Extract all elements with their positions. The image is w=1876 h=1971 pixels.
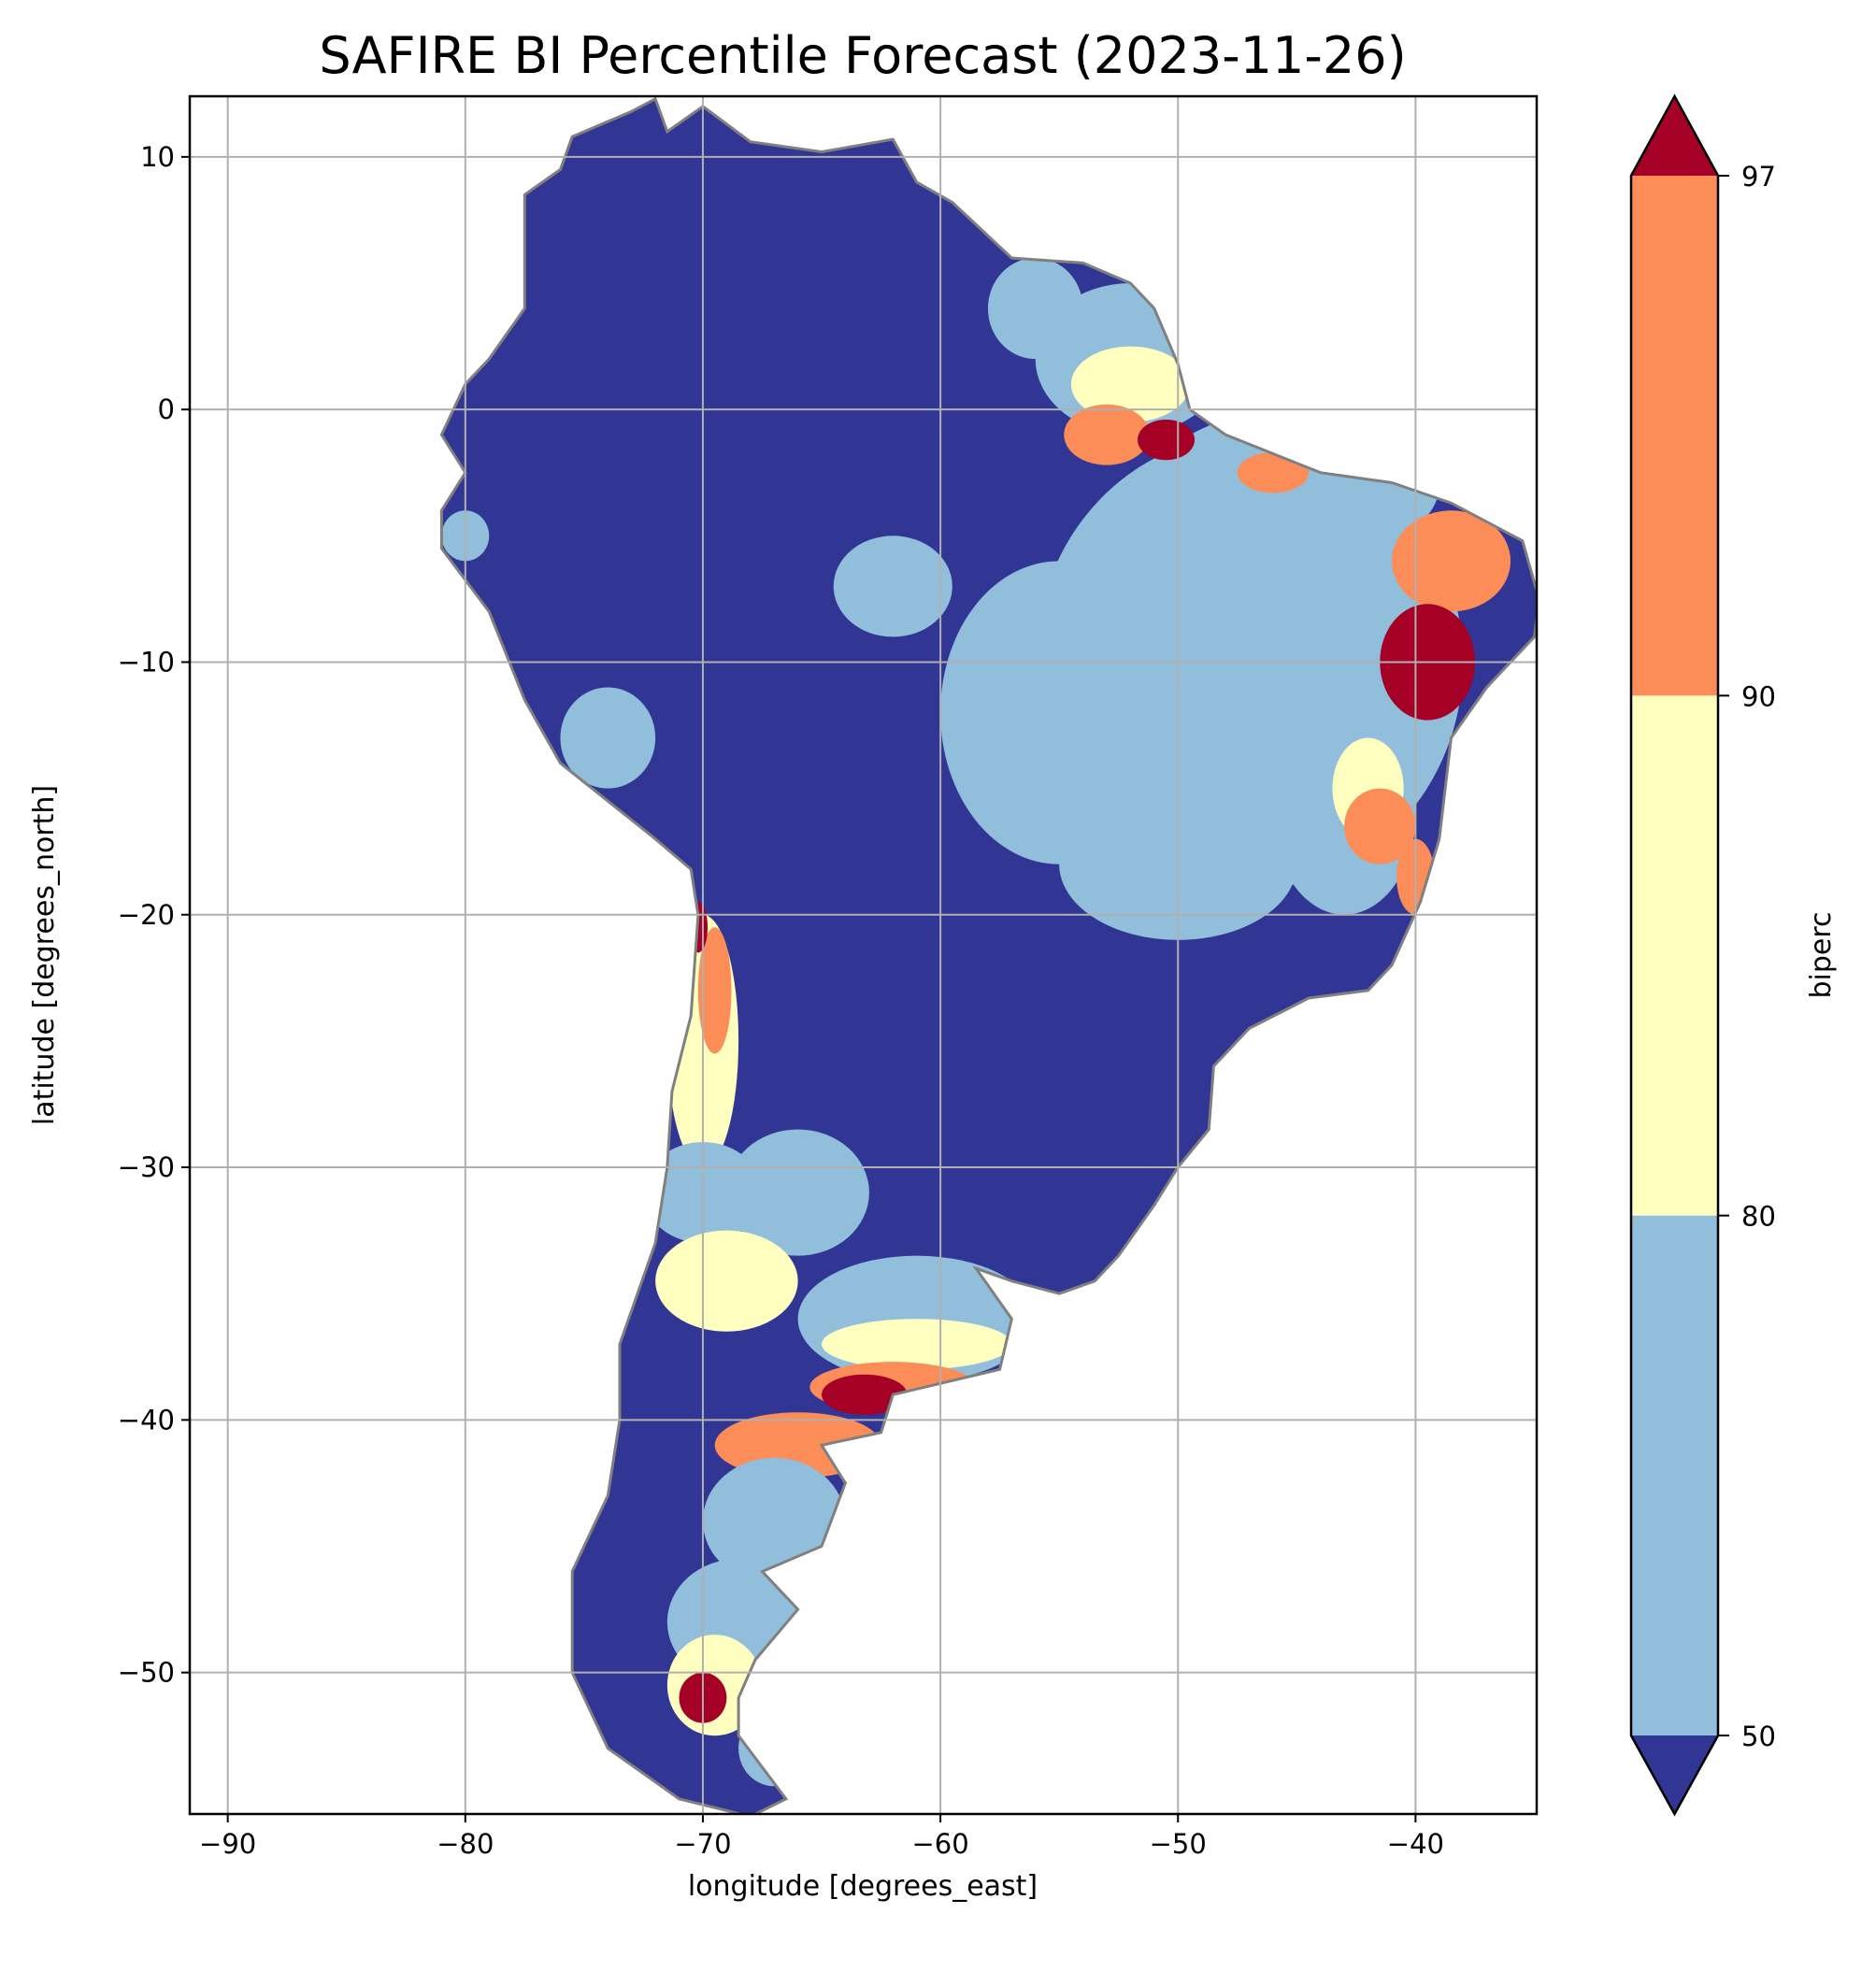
percentile-patch-80_90: [655, 1230, 798, 1332]
percentile-patch-90_97: [1344, 788, 1416, 864]
y-tick-label: −10: [118, 646, 175, 678]
x-tick-label: −90: [199, 1828, 256, 1860]
percentile-patch-above_97: [822, 1374, 908, 1415]
y-tick-label: 10: [140, 141, 175, 173]
x-tick-label: −70: [674, 1828, 731, 1860]
colorbar-extend-max: [1631, 96, 1718, 176]
percentile-patch-50_80: [940, 561, 1179, 864]
colorbar: 50 80 90 97: [1629, 93, 1776, 1817]
y-axis: 10 0 −10 −20 −30 −40 −50: [118, 141, 190, 1689]
x-axis-label: longitude [degrees_east]: [688, 1870, 1038, 1903]
x-tick-label: −80: [437, 1828, 494, 1860]
colorbar-tick-label: 80: [1741, 1201, 1776, 1233]
colorbar-tick-label: 97: [1741, 161, 1776, 193]
percentile-patch-90_97: [1391, 510, 1511, 612]
y-tick-label: 0: [158, 393, 175, 425]
y-tick-label: −50: [118, 1657, 175, 1689]
map-plot-area: [439, 96, 1537, 1814]
colorbar-label: biperc: [1805, 911, 1838, 998]
x-tick-label: −40: [1387, 1828, 1444, 1860]
colorbar-segment-80_90: [1631, 695, 1718, 1216]
y-tick-label: −40: [118, 1404, 175, 1435]
colorbar-segment-50_80: [1631, 1215, 1718, 1735]
percentile-patch-50_80: [560, 687, 656, 789]
land-below-50: [441, 98, 1537, 1814]
colorbar-tick-label: 90: [1741, 680, 1776, 712]
x-tick-label: −60: [911, 1828, 968, 1860]
y-tick-label: −30: [118, 1151, 175, 1183]
percentile-patch-90_97: [697, 927, 732, 1054]
percentile-patch-50_80: [833, 536, 952, 637]
percentile-patch-50_80: [726, 1129, 869, 1256]
percentile-patch-90_97: [1237, 452, 1310, 493]
chart-title: SAFIRE BI Percentile Forecast (2023-11-2…: [319, 26, 1406, 85]
percentile-patch-above_97: [1138, 419, 1196, 461]
y-tick-label: −20: [118, 899, 175, 931]
x-tick-label: −50: [1150, 1828, 1207, 1860]
x-axis: −90 −80 −70 −60 −50 −40: [199, 1814, 1444, 1860]
colorbar-segment-90_97: [1631, 176, 1718, 696]
colorbar-extend-min: [1631, 1735, 1718, 1814]
colorbar-tick-label: 50: [1741, 1721, 1776, 1752]
y-axis-label: latitude [degrees_north]: [28, 785, 61, 1125]
percentile-patch-80_90: [822, 1319, 1012, 1370]
percentile-patch-90_97: [1064, 404, 1150, 465]
gridlines: [190, 96, 1537, 1814]
coastline: [439, 96, 1537, 1814]
percentile-patch-50_80: [987, 257, 1083, 360]
plot-frame: [188, 94, 1539, 1816]
percentile-patch-80_90: [1070, 346, 1190, 422]
